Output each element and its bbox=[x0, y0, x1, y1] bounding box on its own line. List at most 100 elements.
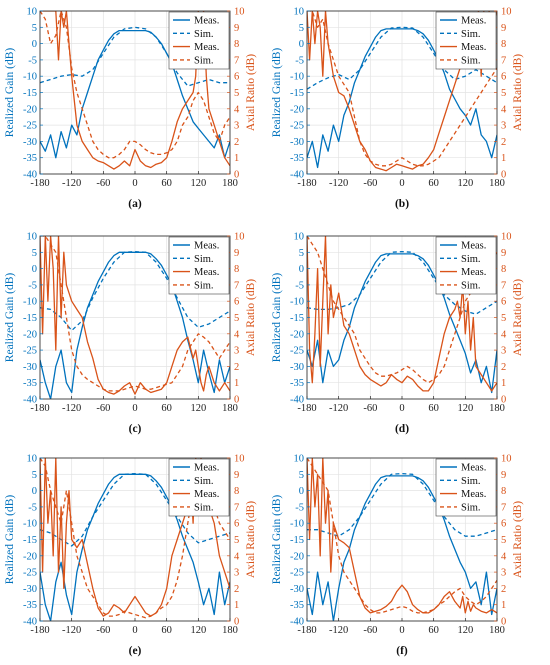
y-left-tick-label: -5 bbox=[28, 55, 37, 66]
y-left-tick-label: -35 bbox=[290, 378, 304, 389]
y-left-tick-label: 5 bbox=[32, 248, 37, 259]
y-left-tick-label: -35 bbox=[290, 153, 304, 164]
y-right-tick-label: 8 bbox=[234, 39, 239, 50]
y-right-tick-label: 8 bbox=[501, 264, 506, 275]
series-gain-sim-line bbox=[307, 26, 497, 90]
y-right-tick-label: 0 bbox=[234, 170, 239, 181]
legend: Meas. Sim. Meas. Sim. bbox=[435, 458, 497, 517]
y-left-tick-label: -30 bbox=[290, 362, 304, 373]
series-gain-meas-line bbox=[307, 28, 497, 169]
y-right-tick-label: 8 bbox=[234, 486, 239, 497]
legend-box bbox=[435, 458, 497, 517]
x-tick-label: -120 bbox=[62, 625, 81, 636]
x-tick-label: 120 bbox=[457, 625, 473, 636]
legend-label: Meas. bbox=[194, 42, 219, 53]
y-right-tick-label: 3 bbox=[501, 568, 506, 579]
y-left-tick-label: -25 bbox=[290, 568, 304, 579]
x-tick-label: 60 bbox=[428, 403, 439, 414]
legend-label: Sim. bbox=[194, 29, 214, 40]
y-right-tick-label: 5 bbox=[501, 313, 506, 324]
series-gain-sim-line bbox=[307, 472, 497, 537]
y-right-tick-label: 9 bbox=[234, 23, 239, 34]
y-right-tick-label: 3 bbox=[234, 346, 239, 357]
x-tick-label: -60 bbox=[363, 178, 377, 189]
y-left-tick-label: -15 bbox=[23, 88, 37, 99]
y-right-axis-label: Axial Ratio (dB) bbox=[245, 501, 257, 578]
y-right-tick-label: 10 bbox=[234, 232, 245, 243]
y-left-axis-label: Realized Gain (dB) bbox=[4, 48, 16, 138]
x-tick-label: -180 bbox=[297, 403, 316, 414]
legend-label: Sim. bbox=[461, 55, 481, 66]
x-tick-label: 0 bbox=[399, 178, 404, 189]
data-lines bbox=[307, 458, 497, 621]
series-gain-meas-line bbox=[40, 251, 230, 399]
y-right-tick-label: 7 bbox=[234, 280, 239, 291]
legend-label: Meas. bbox=[194, 16, 219, 27]
series-gain-meas-line bbox=[40, 473, 230, 621]
x-tick-label: 0 bbox=[132, 178, 137, 189]
chart-panel-1: -180 -120 -60 0 60 120 180-40-35-30-25-20-15-1… bbox=[4, 7, 257, 211]
chart-panel-5: -180 -120 -60 0 60 120 180-40-35-30-25-20-15-1… bbox=[4, 454, 257, 658]
chart-panel-3: -180 -120 -60 0 60 120 180-40-35-30-25-20-15-1… bbox=[4, 232, 257, 436]
y-left-tick-label: -30 bbox=[23, 362, 37, 373]
x-tick-label: -180 bbox=[297, 178, 316, 189]
y-left-tick-label: 0 bbox=[32, 39, 37, 50]
y-right-tick-label: 8 bbox=[501, 39, 506, 50]
chart-panel-6: -180 -120 -60 0 60 120 180-40-35-30-25-20-15-1… bbox=[271, 454, 524, 658]
y-right-tick-label: 0 bbox=[501, 170, 506, 181]
y-right-tick-label: 6 bbox=[501, 519, 506, 530]
y-left-tick-label: -10 bbox=[23, 72, 37, 83]
y-left-tick-label: -10 bbox=[290, 519, 304, 530]
y-right-tick-label: 7 bbox=[234, 55, 239, 66]
legend-label: Sim. bbox=[461, 280, 481, 291]
y-left-tick-label: -10 bbox=[23, 297, 37, 308]
data-lines bbox=[40, 236, 230, 399]
legend-label: Meas. bbox=[194, 489, 219, 500]
y-left-tick-label: -25 bbox=[290, 346, 304, 357]
legend-label: Sim. bbox=[194, 55, 214, 66]
legend: Meas. Sim. Meas. Sim. bbox=[168, 11, 230, 70]
legend-label: Meas. bbox=[194, 267, 219, 278]
y-right-tick-label: 4 bbox=[501, 551, 507, 562]
x-tick-label: 180 bbox=[489, 625, 505, 636]
legend-label: Sim. bbox=[461, 29, 481, 40]
y-right-tick-label: 2 bbox=[501, 584, 506, 595]
x-tick-label: 120 bbox=[457, 178, 473, 189]
legend: Meas. Sim. Meas. Sim. bbox=[168, 458, 230, 517]
panel-label: (e) bbox=[129, 645, 142, 657]
y-right-axis-label: Axial Ratio (dB) bbox=[512, 501, 524, 578]
y-left-tick-label: 5 bbox=[299, 470, 304, 481]
y-right-tick-label: 3 bbox=[234, 568, 239, 579]
y-right-tick-label: 6 bbox=[234, 72, 239, 83]
legend-label: Meas. bbox=[461, 267, 486, 278]
legend-label: Sim. bbox=[194, 476, 214, 487]
y-left-tick-label: -35 bbox=[23, 153, 37, 164]
y-left-axis-label: Realized Gain (dB) bbox=[271, 273, 283, 363]
legend-box bbox=[168, 11, 230, 70]
x-tick-label: 180 bbox=[489, 403, 505, 414]
y-right-tick-label: 1 bbox=[501, 600, 506, 611]
legend-label: Sim. bbox=[194, 502, 214, 513]
y-left-tick-label: -40 bbox=[23, 395, 37, 406]
y-right-tick-label: 5 bbox=[234, 535, 239, 546]
y-left-tick-label: -35 bbox=[290, 600, 304, 611]
series-gain-meas-line bbox=[40, 29, 230, 159]
y-right-tick-label: 1 bbox=[501, 153, 506, 164]
legend-label: Meas. bbox=[461, 489, 486, 500]
y-left-tick-label: -20 bbox=[23, 551, 37, 562]
panel-label: (f) bbox=[396, 645, 408, 657]
y-left-tick-label: -35 bbox=[23, 600, 37, 611]
legend-label: Meas. bbox=[461, 42, 486, 53]
y-left-tick-label: -25 bbox=[290, 121, 304, 132]
y-left-tick-label: -20 bbox=[290, 329, 304, 340]
x-tick-label: -60 bbox=[96, 178, 110, 189]
y-left-tick-label: 10 bbox=[294, 232, 305, 243]
y-right-tick-label: 2 bbox=[234, 584, 239, 595]
y-right-tick-label: 3 bbox=[501, 346, 506, 357]
y-right-tick-label: 8 bbox=[234, 264, 239, 275]
y-left-tick-label: -5 bbox=[295, 280, 304, 291]
y-left-tick-label: -5 bbox=[28, 280, 37, 291]
series-axial-ratio-meas-line bbox=[307, 236, 497, 392]
y-right-tick-label: 5 bbox=[234, 313, 239, 324]
x-tick-label: 120 bbox=[457, 403, 473, 414]
